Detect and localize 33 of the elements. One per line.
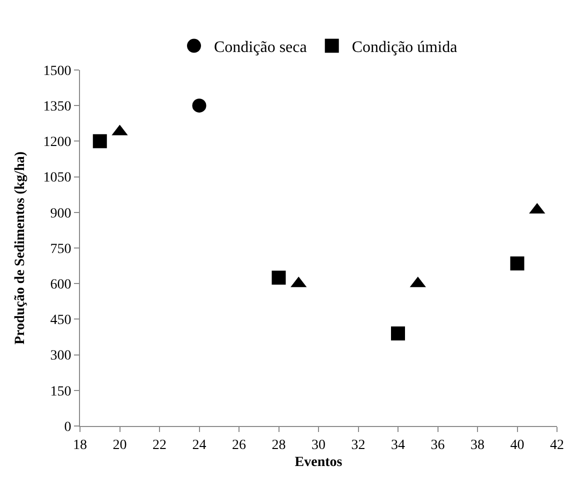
y-tick-label: 600: [50, 278, 72, 292]
y-tick-label: 1200: [43, 135, 72, 150]
x-tick-label: 34: [391, 438, 405, 453]
x-tick-label: 22: [152, 438, 166, 453]
y-axis-title: Produção de Sedimentos (kg/ha): [12, 151, 28, 345]
x-tick-label: 24: [192, 438, 206, 453]
point: [192, 98, 206, 113]
point: [92, 134, 107, 148]
legend-label: Condição seca: [214, 39, 307, 56]
y-tick-label: 1050: [43, 170, 72, 186]
y-tick-label: 1500: [43, 64, 72, 79]
point: [391, 326, 405, 340]
x-tick-label: 40: [510, 438, 524, 453]
x-tick-label: 26: [232, 438, 246, 453]
x-tick-label: 42: [550, 438, 564, 453]
y-tick-label: 750: [50, 242, 72, 257]
x-tick-label: 28: [272, 438, 286, 453]
y-tick-label: 450: [50, 313, 72, 328]
y-tick-label: 1350: [43, 100, 72, 114]
y-tick-label: 900: [50, 206, 72, 222]
x-tick-label: 18: [73, 438, 87, 453]
x-axis-title: Eventos: [294, 455, 343, 470]
y-tick-label: 150: [50, 384, 72, 400]
legend-label: Condição úmida: [352, 39, 458, 56]
x-tick-label: 30: [312, 438, 326, 453]
y-tick-label: 0: [64, 420, 72, 435]
point: [272, 270, 286, 285]
x-tick-label: 32: [351, 438, 366, 453]
x-tick-label: 20: [112, 438, 127, 453]
y-tick-label: 300: [50, 348, 72, 364]
x-tick-label: 36: [430, 438, 445, 453]
point: [510, 256, 524, 270]
x-tick-label: 38: [470, 438, 484, 453]
